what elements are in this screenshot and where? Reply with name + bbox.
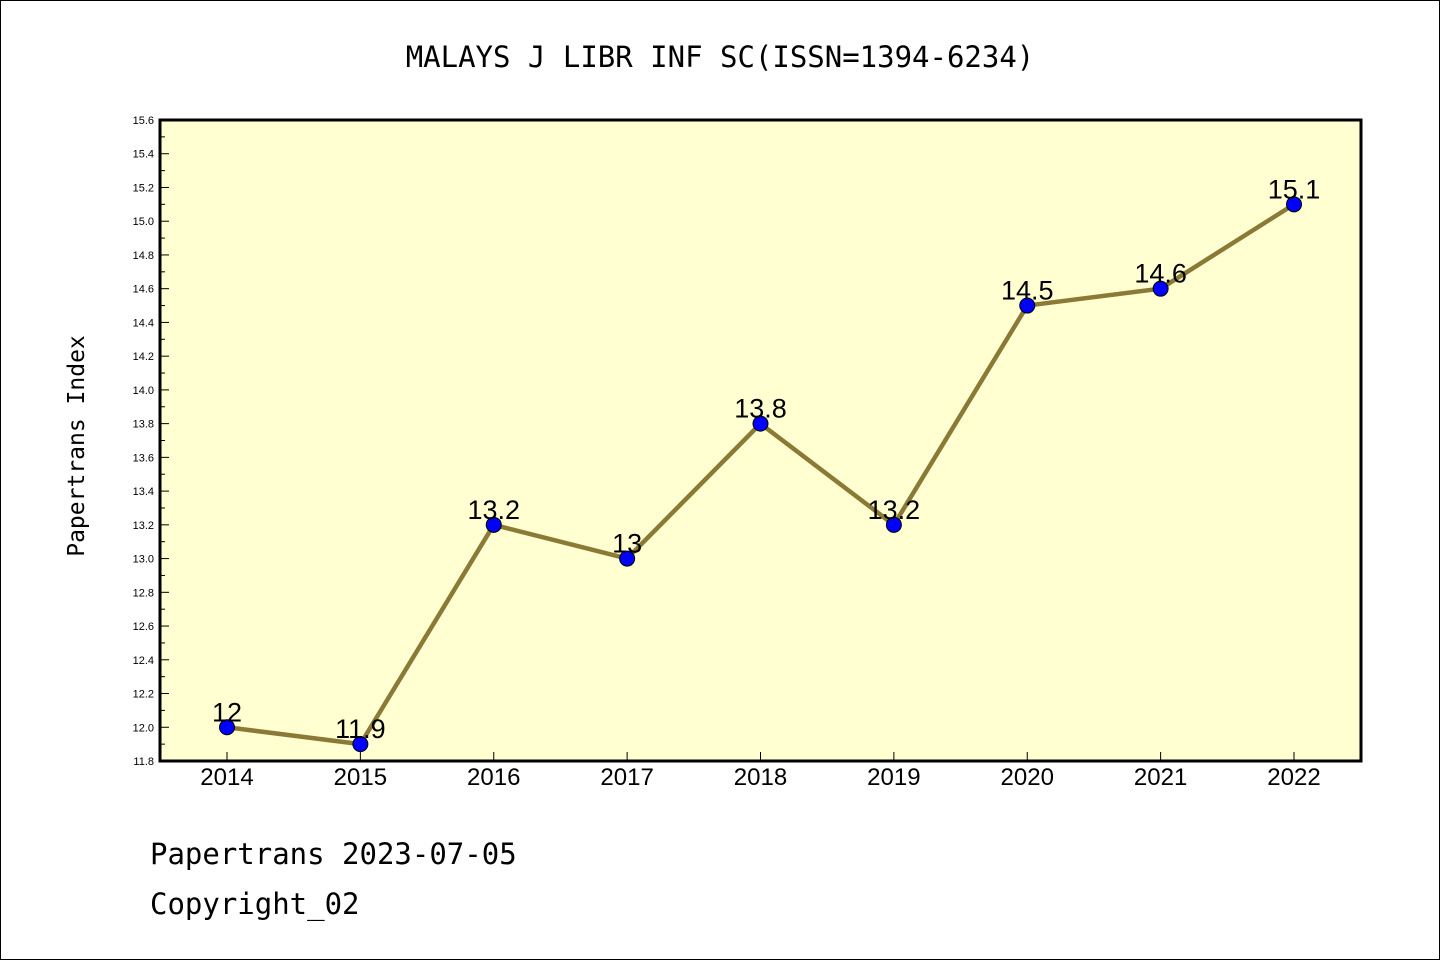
- x-tick-label: 2017: [600, 764, 653, 791]
- y-tick-label: 12.8: [133, 587, 154, 599]
- data-markers: [219, 196, 1302, 753]
- chart-title: MALAYS J LIBR INF SC(ISSN=1394-6234): [406, 40, 1035, 74]
- data-point: [1152, 280, 1169, 297]
- y-tick-label: 15.2: [133, 182, 154, 194]
- data-point: [1019, 297, 1036, 314]
- data-point: [619, 550, 636, 567]
- data-point: [219, 719, 235, 736]
- data-point: [485, 516, 502, 533]
- x-tick-label: 2018: [734, 764, 787, 791]
- data-point: [885, 516, 902, 533]
- y-tick-label: 13.4: [133, 486, 154, 498]
- data-point: [1286, 196, 1302, 213]
- y-tick-label: 15.0: [133, 216, 154, 228]
- y-tick-label: 14.8: [133, 250, 154, 262]
- x-tick-label: 2015: [334, 764, 387, 791]
- y-tick-label: 12.4: [133, 655, 154, 667]
- y-tick-label: 14.6: [133, 284, 154, 296]
- y-tick-label: 12.6: [133, 621, 154, 633]
- data-label: 13.2: [467, 495, 520, 525]
- x-tick-label: 2016: [467, 764, 520, 791]
- x-axis-ticks: 2014 2015 2016 2017 2018 2019 2020 2021 2022: [200, 752, 1321, 791]
- data-point: [352, 736, 369, 753]
- data-label: 15.1: [1268, 174, 1321, 204]
- footer-copyright: Copyright_02: [150, 887, 360, 922]
- x-tick-label: 2022: [1267, 764, 1320, 791]
- y-tick-label: 13.0: [133, 554, 154, 566]
- data-label: 12: [212, 697, 242, 727]
- x-tick-label: 2014: [200, 764, 253, 791]
- y-tick-label: 13.8: [133, 419, 154, 431]
- data-label: 13: [612, 529, 642, 559]
- data-point: [752, 415, 769, 432]
- data-label: 13.8: [734, 394, 787, 424]
- footer-date: Papertrans 2023-07-05: [150, 837, 517, 871]
- x-tick-label: 2019: [867, 764, 920, 791]
- data-labels: 12 11.9 13.2 13 13.8 13.2 14.5 14.6 15.1: [212, 174, 1320, 744]
- y-tick-label: 13.6: [133, 452, 154, 464]
- y-tick-label: 12.2: [133, 689, 154, 701]
- y-tick-label: 12.0: [133, 722, 154, 734]
- y-tick-label: 14.0: [133, 385, 154, 397]
- data-label: 14.5: [1001, 276, 1054, 306]
- x-tick-label: 2020: [1001, 764, 1054, 791]
- y-axis-label: Papertrans Index: [64, 335, 90, 557]
- y-tick-label: 15.4: [133, 149, 154, 161]
- x-tick-label: 2021: [1134, 764, 1187, 791]
- plot-area: [160, 120, 1361, 761]
- y-tick-label: 14.2: [133, 351, 154, 363]
- data-label: 11.9: [335, 714, 386, 744]
- data-label: 13.2: [868, 495, 921, 525]
- data-label: 14.6: [1134, 259, 1187, 289]
- plot-border: [158, 118, 1363, 763]
- y-tick-label: 14.4: [133, 317, 154, 329]
- y-tick-label: 15.6: [133, 115, 154, 127]
- y-tick-label: 13.2: [133, 520, 154, 532]
- y-tick-label: 11.8: [133, 756, 154, 768]
